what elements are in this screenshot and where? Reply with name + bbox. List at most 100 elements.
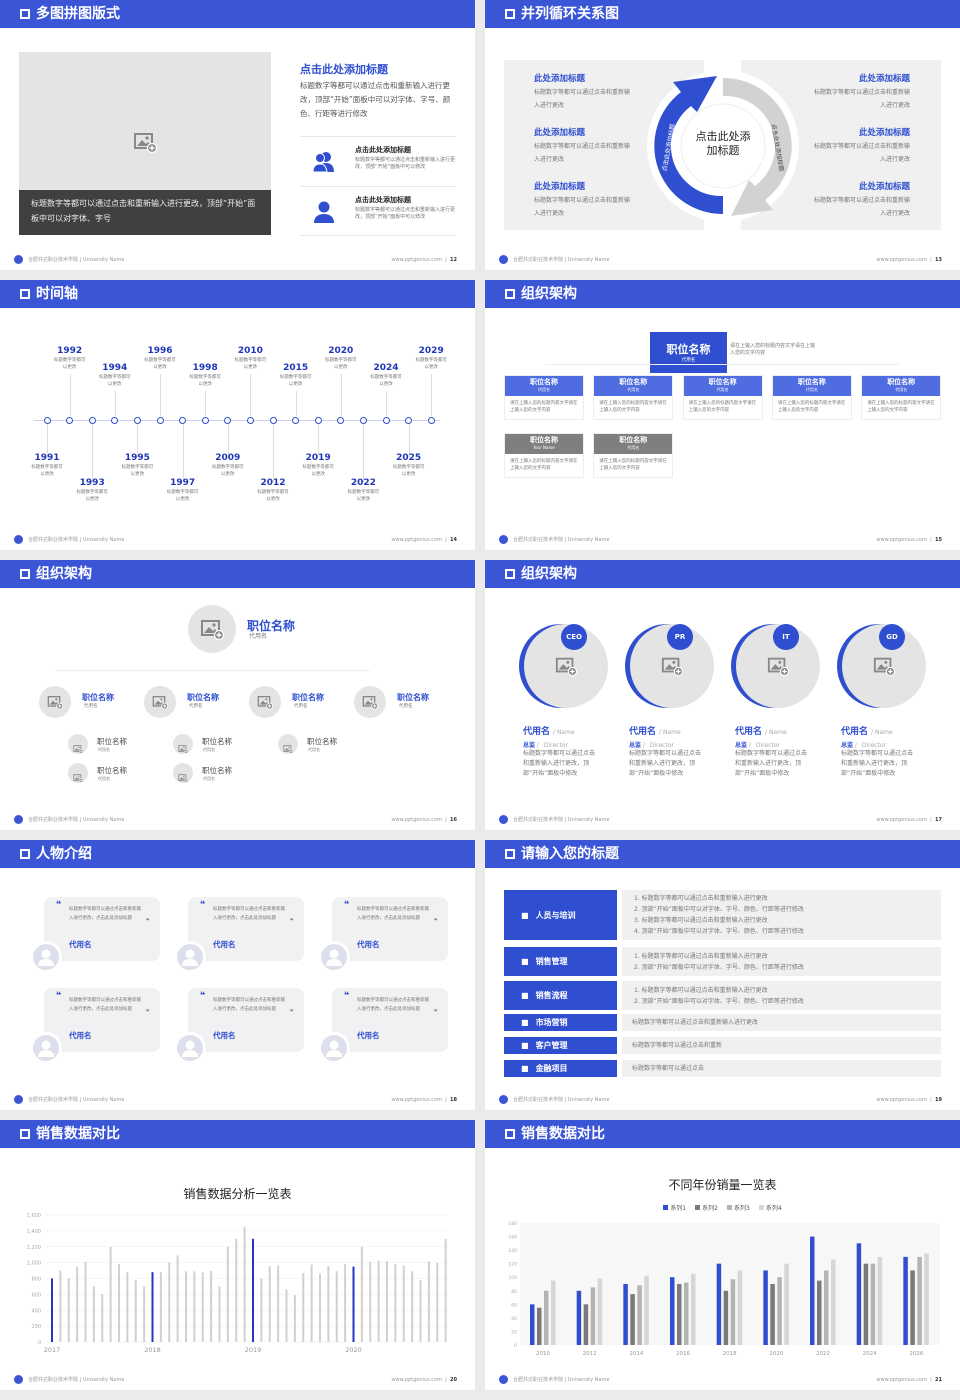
training-icon: ■	[521, 910, 529, 920]
level3-photo[interactable]	[173, 734, 193, 754]
timeline-dot[interactable]	[133, 416, 141, 424]
slide-16: 组织架构 合肥共达职业技术学院 | University Name www.pptg…	[0, 560, 475, 830]
bar	[784, 1263, 789, 1345]
timeline-dot[interactable]	[179, 416, 187, 424]
item-title: 此处添加标题	[534, 74, 586, 84]
avatar[interactable]	[318, 1032, 350, 1064]
page-number: 20	[450, 1377, 457, 1383]
timeline-dot[interactable]	[314, 416, 322, 424]
avatar[interactable]	[318, 941, 350, 973]
timeline-dot[interactable]	[405, 416, 413, 424]
timeline-dot[interactable]	[292, 416, 300, 424]
timeline-dot[interactable]	[43, 416, 51, 424]
y-tick-label: 80	[511, 1289, 517, 1295]
position-name: 职位名称	[247, 619, 296, 633]
footer-right: www.pptgenius.com | 12	[391, 255, 457, 265]
content-line: 1. 标题数字等都可以通过点击和重新输入进行更改	[634, 986, 768, 994]
bar	[335, 1271, 338, 1342]
timeline-dot[interactable]	[66, 416, 74, 424]
timeline-dot[interactable]	[224, 416, 232, 424]
timeline-dot[interactable]	[201, 416, 209, 424]
timeline-dot[interactable]	[246, 416, 254, 424]
footer-site: www.pptgenius.com	[391, 1097, 442, 1103]
bar	[310, 1264, 313, 1342]
top-photo[interactable]	[188, 605, 236, 653]
position-card[interactable]: 职位名称 代用名 请在上输入您的标题内容文字请在上输入您的文字内容	[682, 375, 763, 420]
position-card[interactable]: 职位名称 代用名 请在上输入您的标题内容文字请在上输入您的文字内容	[593, 375, 674, 420]
bar	[252, 1238, 254, 1342]
bar	[763, 1270, 768, 1345]
category-button[interactable]: ■ 销售管理	[504, 947, 617, 976]
timeline-dot[interactable]	[88, 416, 96, 424]
checkbox-icon	[20, 849, 30, 859]
timeline-dot[interactable]	[269, 416, 277, 424]
avatar[interactable]	[174, 1032, 206, 1064]
footer-school: 合肥共达职业技术学院 | University Name	[513, 817, 610, 823]
position-desc: 请在上输入您的标题内容文字请在上输入您的文字内容	[688, 401, 757, 413]
position-name: 职位名称	[619, 436, 648, 444]
person-photo[interactable]	[630, 624, 714, 708]
avatar[interactable]	[30, 1032, 62, 1064]
quote-open-icon: ❝	[344, 991, 350, 1001]
legend-item: 系列4	[758, 1203, 782, 1212]
footer-site: www.pptgenius.com	[876, 1097, 927, 1103]
position-card[interactable]: 职位名称 代用名 请在上输入您的标题内容文字请在上输入您的文字内容	[593, 433, 674, 478]
category-button[interactable]: ■ 销售流程	[504, 981, 617, 1010]
footer-right: www.pptgenius.com | 16	[391, 815, 457, 825]
timeline-dot[interactable]	[427, 416, 435, 424]
level3-photo[interactable]	[68, 763, 88, 783]
category-button[interactable]: ■ 人员与培训	[504, 890, 617, 940]
position-card[interactable]: 职位名称 代用名 请在上输入您的标题内容文字请在上输入您的文字内容	[504, 375, 584, 420]
position-name: 职位名称	[666, 343, 711, 356]
timeline-dot[interactable]	[337, 416, 345, 424]
timeline-text: 标题数字等都可以更改	[189, 375, 221, 387]
level3-photo[interactable]	[278, 734, 298, 754]
level2-photo[interactable]	[144, 686, 176, 718]
timeline-stem	[47, 424, 48, 457]
category-button[interactable]: ■ 金融项目	[504, 1060, 617, 1077]
avatar[interactable]	[174, 941, 206, 973]
timeline-dot[interactable]	[359, 416, 367, 424]
level2-photo[interactable]	[249, 686, 281, 718]
quote-card	[44, 897, 160, 961]
level3-photo[interactable]	[68, 734, 88, 754]
slide-title: 人物介绍	[36, 846, 92, 862]
level2-photo[interactable]	[39, 686, 71, 718]
x-tick-label: 2022	[816, 1351, 830, 1357]
position-card[interactable]: 职位名称 代用名 请在上输入您的标题内容文字请在上输入您的文字内容	[861, 375, 942, 420]
footer-sep: |	[441, 817, 451, 823]
person-name-line: 代用名 / Name	[735, 719, 787, 738]
person-role-sep: /	[535, 742, 541, 749]
divider	[300, 235, 456, 236]
timeline-dot[interactable]	[382, 416, 390, 424]
slide-title: 销售数据对比	[521, 1126, 605, 1142]
timeline-dot[interactable]	[111, 416, 119, 424]
category-button[interactable]: ■ 市场营销	[504, 1014, 617, 1031]
quote-close-icon: ❞	[146, 918, 150, 925]
position-card[interactable]: 职位名称 代用名 请在上输入您的标题内容文字请在上输入您的文字内容	[771, 375, 852, 420]
legend-label: 系列2	[702, 1205, 718, 1212]
level3-photo[interactable]	[173, 763, 193, 783]
content-line: 2. 顶部“开始”面板中可以对字体、字号、颜色、行距等进行修改	[634, 963, 804, 971]
position-card[interactable]: 职位名称 Your Name 请在上输入您的标题内容文字请在上输入您的文字内容	[504, 433, 584, 478]
position-desc: 请在上输入您的标题内容文字请在上输入您的文字内容	[510, 401, 578, 413]
timeline-stem	[205, 391, 207, 416]
item-text: 标题数字等都可以通过点击和重新输入进行更改	[813, 89, 910, 109]
category-button[interactable]: ■ 客户管理	[504, 1037, 617, 1054]
category-content: 1. 标题数字等都可以通过点击和重新输入进行更改 2. 顶部“开始”面板中可以对字…	[622, 890, 941, 940]
footer-right: www.pptgenius.com | 13	[876, 255, 942, 265]
bar	[402, 1265, 405, 1342]
content-line: 1. 标题数字等都可以通过点击和重新输入进行更改	[634, 952, 768, 960]
item-text: 标题数字等都可以通过点击和重新输入进行更改	[534, 197, 631, 217]
level2-photo[interactable]	[354, 686, 386, 718]
category-content: 1. 标题数字等都可以通过点击和重新输入进行更改 2. 顶部“开始”面板中可以对字…	[622, 947, 941, 976]
person-name-en: / Name	[871, 729, 893, 736]
bar	[159, 1272, 162, 1342]
checkbox-icon	[20, 569, 30, 579]
avatar[interactable]	[30, 941, 62, 973]
person-role-en: Director	[543, 742, 568, 749]
page-number: 17	[935, 817, 942, 823]
timeline-dot[interactable]	[156, 416, 164, 424]
position-card-header: 职位名称 代用名	[772, 376, 851, 396]
top-position-box[interactable]: 职位名称 代用名	[650, 332, 727, 373]
